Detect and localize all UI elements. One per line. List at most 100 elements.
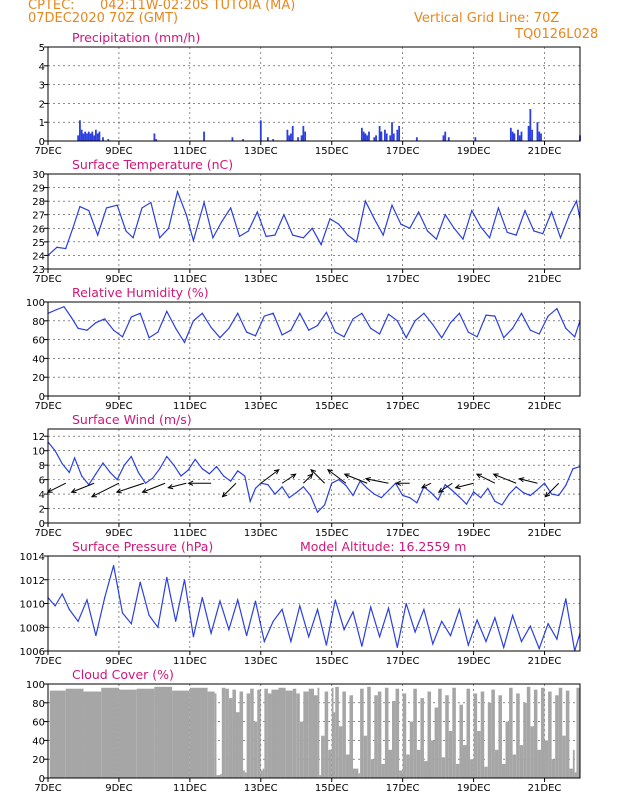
temp-point — [274, 234, 276, 236]
pres-point — [334, 599, 336, 601]
precip-bar — [513, 133, 516, 141]
y-tick-label: 1008 — [20, 623, 45, 634]
pres-point — [325, 644, 328, 646]
x-tick-label: 7DEC — [34, 783, 61, 794]
rh-point — [352, 318, 354, 320]
rh-point — [414, 320, 416, 322]
cloud-column — [395, 688, 400, 778]
precip-bar — [375, 135, 377, 141]
pres-point — [361, 645, 363, 647]
pres-point — [246, 634, 248, 637]
panel-title-wind: Surface Wind (m/s) — [72, 412, 192, 427]
pres-point — [370, 606, 372, 608]
precip-bar — [380, 131, 383, 141]
cloud-column — [367, 686, 371, 778]
wind-point — [338, 479, 340, 481]
pres-point — [565, 598, 567, 600]
precip-bar — [474, 137, 477, 141]
pres-point — [254, 600, 257, 602]
rh-point — [219, 337, 221, 339]
precip-bar — [288, 135, 291, 141]
wind-point — [215, 466, 218, 468]
cloud-column — [413, 688, 417, 778]
cloud-column — [494, 749, 499, 778]
panel-frame-pres — [47, 555, 581, 652]
pres-point — [263, 640, 265, 643]
wind-point — [522, 492, 524, 494]
panel-wind: Surface Wind (m/s) 0 2 4 6 8 10 12 7DEC 9DEC 11DEC… — [32, 412, 581, 539]
temp-point — [488, 237, 491, 239]
cloud-column — [253, 721, 258, 778]
y-tick-label: 6 — [39, 476, 45, 487]
precip-bar — [389, 135, 392, 141]
cloud-column — [466, 688, 471, 778]
x-tick-label: 17DEC — [386, 146, 420, 157]
wind-point — [572, 468, 574, 470]
precip-bar — [98, 131, 101, 141]
pres-point — [476, 619, 478, 621]
precip-bar — [529, 109, 532, 141]
cloud-column — [501, 763, 506, 778]
rh-point — [512, 327, 514, 329]
cloud-column — [477, 731, 481, 778]
cloud-column — [509, 687, 513, 778]
wind-point — [180, 475, 182, 477]
precip-bar — [79, 120, 81, 141]
precip-bar — [86, 133, 88, 141]
wind-arrow — [327, 469, 347, 484]
precip-bar — [155, 139, 158, 141]
wind-arrow-head — [326, 469, 333, 475]
temp-point — [480, 226, 482, 228]
temp-point — [409, 227, 411, 229]
temp-point — [105, 207, 108, 209]
cloud-column — [574, 772, 577, 778]
temp-point — [125, 230, 127, 232]
cloud-column — [576, 687, 580, 778]
panel-pres: Surface Pressure (hPa) Model Altitude: 16… — [20, 539, 581, 667]
panel-frame-precip — [47, 46, 581, 142]
temp-point — [192, 239, 195, 242]
cloud-column — [239, 691, 244, 778]
wind-arrow — [544, 482, 560, 498]
precip-bar — [527, 125, 530, 141]
cloud-column — [416, 749, 421, 778]
wind-point — [152, 477, 154, 479]
temp-point — [97, 234, 99, 236]
temp-point — [435, 238, 437, 240]
cloud-column — [551, 759, 556, 778]
wind-arrow-head — [167, 484, 174, 490]
pres-point — [86, 599, 88, 601]
y-tick-label: 25 — [32, 238, 45, 249]
cloud-column — [338, 726, 343, 778]
wind-arrow-head — [70, 488, 77, 494]
cloud-column — [225, 688, 229, 778]
temp-point — [292, 234, 294, 236]
x-tick-label: 17DEC — [386, 274, 420, 285]
cloud-column — [260, 770, 263, 778]
pres-point — [219, 600, 221, 602]
cloud-column — [533, 689, 538, 778]
cloud-column — [473, 693, 478, 778]
pres-point — [432, 643, 434, 645]
pres-point — [503, 646, 505, 649]
rh-point — [529, 329, 531, 331]
temp-point — [247, 230, 249, 232]
pres-point — [237, 599, 239, 601]
temp-point — [542, 233, 544, 235]
cloud-column — [83, 691, 102, 778]
wind-point — [444, 484, 446, 486]
temp-point — [302, 237, 304, 239]
y-tick-label: 23 — [32, 265, 45, 276]
temp-point — [159, 237, 161, 239]
precip-bar — [80, 129, 83, 141]
precip-bar — [444, 131, 447, 141]
y-tick-label: 29 — [32, 184, 45, 195]
y-tick-label: 40 — [32, 354, 45, 365]
rh-point — [148, 337, 150, 339]
rh-point — [387, 313, 390, 315]
temp-point — [72, 227, 74, 229]
pres-point — [556, 638, 558, 640]
y-tick-label: 1010 — [20, 600, 45, 611]
rh-point — [95, 322, 97, 324]
wind-arrow — [116, 482, 144, 493]
